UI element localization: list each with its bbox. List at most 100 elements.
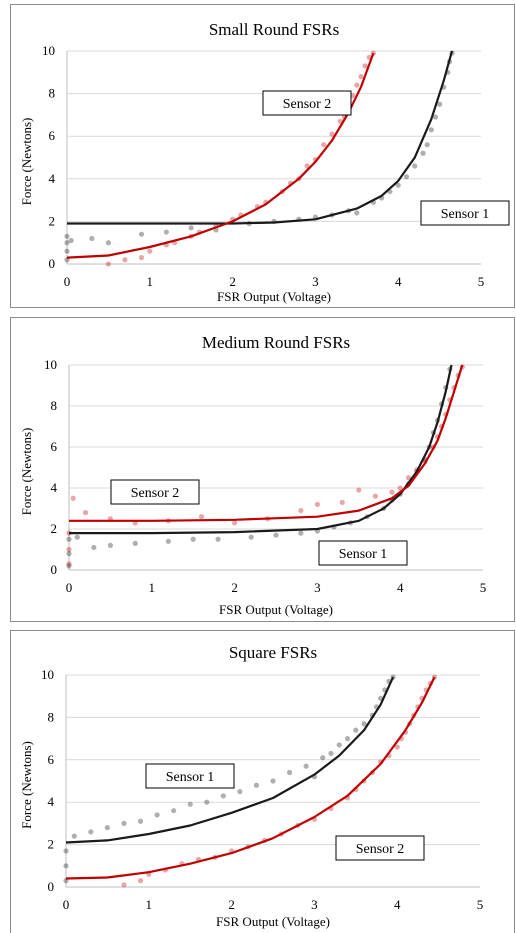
point-sensor-1 [166,539,171,544]
point-sensor-1 [75,535,80,540]
callout-label: Sensor 1 [339,547,388,562]
x-tick-label: 1 [149,580,156,595]
point-sensor-2 [373,494,378,499]
chart-square: Square FSRs Force (Newtons) FSR Output (… [11,631,513,933]
point-sensor-2 [71,496,76,501]
point-sensor-1 [287,770,292,775]
y-tick-label: 0 [51,562,58,577]
y-axis-label: Force (Newtons) [19,741,34,829]
point-sensor-1 [304,764,309,769]
x-tick-label: 5 [480,580,487,595]
point-sensor-1 [105,825,110,830]
point-sensor-1 [69,238,74,243]
x-tick-label: 1 [147,274,154,289]
point-sensor-1 [221,793,226,798]
y-tick-label: 2 [51,521,58,536]
y-tick-label: 10 [42,43,55,58]
point-sensor-1 [139,232,144,237]
point-sensor-1 [337,742,342,747]
x-tick-label: 3 [314,580,321,595]
chart-title: Small Round FSRs [209,20,339,39]
point-sensor-1 [91,545,96,550]
fit-line-sensor-1 [67,51,452,224]
point-sensor-1 [189,225,194,230]
x-tick-label: 0 [64,274,71,289]
chart-panel-small-round: Small Round FSRs Force (Newtons) FSR Out… [10,4,515,308]
x-tick-label: 4 [394,897,401,912]
callout-sensor-1: Sensor 1 [319,541,407,565]
point-sensor-2 [106,261,111,266]
point-sensor-2 [356,487,361,492]
x-tick-label: 5 [477,897,484,912]
y-tick-label: 8 [51,398,58,413]
x-tick-label: 5 [478,274,485,289]
callout-label: Sensor 1 [441,207,490,222]
point-sensor-2 [358,74,363,79]
point-sensor-1 [354,210,359,215]
callout-label: Sensor 1 [166,770,215,785]
chart-title: Medium Round FSRs [202,333,350,352]
point-sensor-1 [345,736,350,741]
point-sensor-2 [315,502,320,507]
point-sensor-1 [188,802,193,807]
point-sensor-1 [298,531,303,536]
point-sensor-1 [164,229,169,234]
y-tick-label: 2 [48,837,55,852]
point-sensor-1 [215,537,220,542]
point-sensor-2 [138,878,143,883]
callout-sensor-2: Sensor 2 [263,91,351,115]
callout-sensor-2: Sensor 2 [111,480,199,504]
y-tick-label: 4 [49,171,56,186]
y-tick-label: 8 [49,86,56,101]
point-sensor-1 [204,800,209,805]
point-sensor-2 [66,561,71,566]
y-tick-label: 0 [48,879,55,894]
y-tick-label: 6 [49,128,56,143]
point-sensor-1 [108,543,113,548]
x-tick-label: 0 [63,897,70,912]
point-sensor-1 [138,819,143,824]
callout-sensor-1: Sensor 1 [146,764,234,788]
point-sensor-1 [64,249,69,254]
point-sensor-1 [404,174,409,179]
point-sensor-2 [66,547,71,552]
x-tick-label: 2 [231,580,238,595]
y-tick-label: 0 [49,256,56,271]
point-sensor-1 [249,535,254,540]
y-tick-label: 6 [51,439,58,454]
point-sensor-1 [154,812,159,817]
y-axis-label: Force (Newtons) [19,118,34,206]
y-axis-label: Force (Newtons) [19,428,34,516]
chart-panel-square: Square FSRs Force (Newtons) FSR Output (… [10,630,515,933]
point-sensor-1 [254,783,259,788]
callout-label: Sensor 2 [356,842,405,857]
y-tick-label: 4 [51,480,58,495]
point-sensor-2 [232,520,237,525]
x-axis-label: FSR Output (Voltage) [216,914,330,929]
point-sensor-1 [88,829,93,834]
point-sensor-1 [191,537,196,542]
point-sensor-2 [389,490,394,495]
point-sensor-2 [199,514,204,519]
point-sensor-1 [328,751,333,756]
x-tick-label: 1 [146,897,153,912]
x-tick-label: 4 [395,274,402,289]
point-sensor-1 [106,240,111,245]
fit-line-sensor-2 [67,53,373,258]
chart-medium-round: Medium Round FSRs Force (Newtons) FSR Ou… [11,318,513,620]
x-tick-label: 4 [397,580,404,595]
y-tick-label: 10 [44,357,57,372]
x-axis-label: FSR Output (Voltage) [217,289,331,304]
chart-small-round: Small Round FSRs Force (Newtons) FSR Out… [11,5,513,306]
point-sensor-1 [237,789,242,794]
point-sensor-1 [270,778,275,783]
callout-sensor-2: Sensor 2 [336,836,424,860]
point-sensor-2 [147,249,152,254]
point-sensor-1 [273,533,278,538]
point-sensor-1 [72,834,77,839]
point-sensor-1 [63,863,68,868]
callout-label: Sensor 2 [283,97,332,112]
y-tick-label: 10 [41,667,54,682]
x-axis-label: FSR Output (Voltage) [219,602,333,617]
y-tick-label: 4 [48,794,55,809]
